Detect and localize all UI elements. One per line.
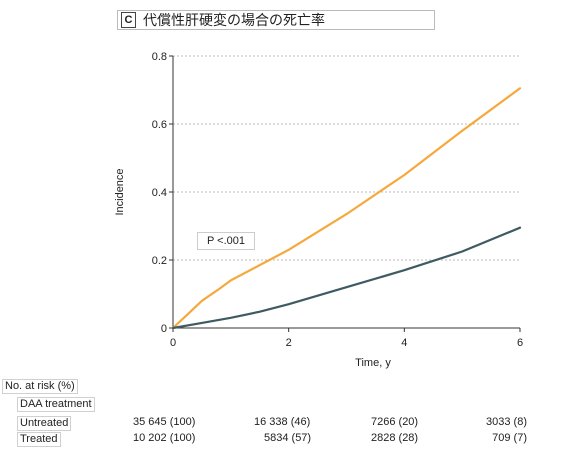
risk-cell-treated-0: 10 202 (100) bbox=[133, 432, 196, 444]
x-ticks: 0 2 4 6 bbox=[170, 328, 523, 349]
risk-table-group-label: DAA treatment bbox=[17, 397, 95, 412]
y-ticks: 0 0.2 0.4 0.6 0.8 bbox=[152, 51, 173, 335]
y-tick-label: 0.4 bbox=[152, 187, 167, 199]
panel-title: 代償性肝硬変の場合の死亡率 bbox=[143, 12, 325, 28]
series-line-1 bbox=[171, 226, 522, 330]
y-tick-label: 0 bbox=[161, 323, 167, 335]
risk-cell-treated-4: 2828 (28) bbox=[371, 432, 419, 444]
risk-cell-untreated-4: 7266 (20) bbox=[371, 416, 419, 428]
x-axis-label: Time, y bbox=[355, 357, 391, 369]
risk-row-label-untreated: Untreated bbox=[17, 416, 72, 431]
y-tick-label: 0.8 bbox=[152, 51, 167, 63]
series-line-0 bbox=[171, 87, 522, 330]
panel-title-box: C 代償性肝硬変の場合の死亡率 bbox=[117, 10, 435, 30]
risk-cell-untreated-2: 16 338 (46) bbox=[254, 416, 311, 428]
series-lines bbox=[171, 87, 522, 330]
risk-cell-treated-6: 709 (7) bbox=[492, 432, 527, 444]
panel-letter: C bbox=[121, 12, 136, 28]
x-tick-label: 2 bbox=[286, 337, 292, 349]
risk-cell-untreated-0: 35 645 (100) bbox=[133, 416, 196, 428]
risk-cell-untreated-6: 3033 (8) bbox=[486, 416, 527, 428]
y-tick-label: 0.6 bbox=[152, 119, 167, 131]
y-tick-label: 0.2 bbox=[152, 255, 167, 267]
x-tick-label: 0 bbox=[170, 337, 176, 349]
risk-cell-treated-2: 5834 (57) bbox=[264, 432, 312, 444]
y-axis-label: Incidence bbox=[114, 168, 126, 215]
x-tick-label: 6 bbox=[517, 337, 523, 349]
risk-row-label-treated: Treated bbox=[17, 432, 61, 447]
x-tick-label: 4 bbox=[401, 337, 407, 349]
risk-table-heading: No. at risk (%) bbox=[2, 379, 78, 394]
p-value-annotation: P <.001 bbox=[197, 232, 255, 250]
gridlines bbox=[173, 55, 520, 261]
